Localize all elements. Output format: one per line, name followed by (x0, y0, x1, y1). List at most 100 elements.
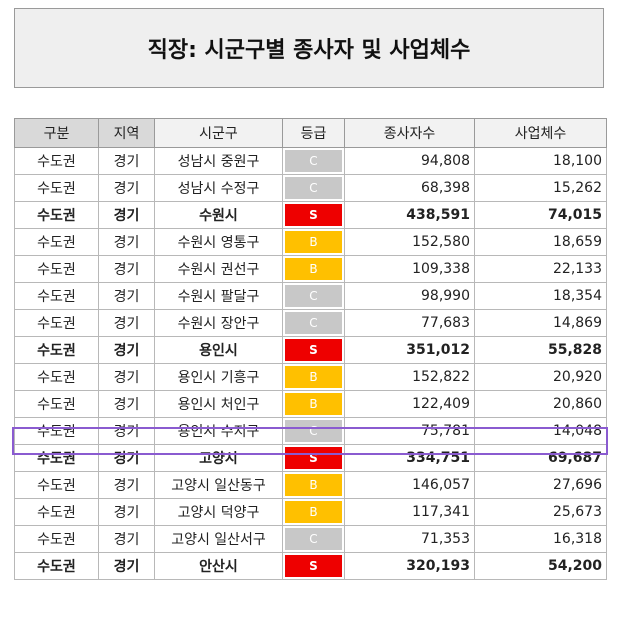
table-row[interactable]: 수도권 경기 수원시 장안구 C 77,683 14,869 (14, 309, 607, 337)
cell-workers[interactable]: 94,808 (344, 147, 475, 175)
cell-grade[interactable]: B (282, 471, 345, 499)
cell-workers[interactable]: 122,409 (344, 390, 475, 418)
cell-grade[interactable]: S (282, 552, 345, 580)
cell-area[interactable]: 경기 (98, 201, 155, 229)
cell-district[interactable]: 성남시 중원구 (154, 147, 283, 175)
header-area[interactable]: 지역 (98, 118, 155, 148)
cell-area[interactable]: 경기 (98, 309, 155, 337)
table-row[interactable]: 수도권 경기 고양시 일산서구 C 71,353 16,318 (14, 525, 607, 553)
cell-area[interactable]: 경기 (98, 363, 155, 391)
header-workers[interactable]: 종사자수 (344, 118, 475, 148)
cell-area[interactable]: 경기 (98, 417, 155, 445)
cell-workers[interactable]: 68,398 (344, 174, 475, 202)
cell-area[interactable]: 경기 (98, 498, 155, 526)
cell-grade[interactable]: S (282, 201, 345, 229)
cell-region[interactable]: 수도권 (14, 309, 99, 337)
cell-district[interactable]: 용인시 (154, 336, 283, 364)
cell-region[interactable]: 수도권 (14, 336, 99, 364)
header-grade[interactable]: 등급 (282, 118, 345, 148)
cell-region[interactable]: 수도권 (14, 525, 99, 553)
cell-region[interactable]: 수도권 (14, 498, 99, 526)
header-district[interactable]: 시군구 (154, 118, 283, 148)
cell-district[interactable]: 용인시 기흥구 (154, 363, 283, 391)
table-row[interactable]: 수도권 경기 고양시 S 334,751 69,687 (14, 444, 607, 472)
cell-district[interactable]: 수원시 팔달구 (154, 282, 283, 310)
cell-region[interactable]: 수도권 (14, 471, 99, 499)
cell-region[interactable]: 수도권 (14, 228, 99, 256)
cell-district[interactable]: 성남시 수정구 (154, 174, 283, 202)
cell-district[interactable]: 안산시 (154, 552, 283, 580)
cell-grade[interactable]: S (282, 336, 345, 364)
cell-businesses[interactable]: 16,318 (474, 525, 607, 553)
cell-businesses[interactable]: 14,869 (474, 309, 607, 337)
cell-workers[interactable]: 71,353 (344, 525, 475, 553)
table-row[interactable]: 수도권 경기 용인시 기흥구 B 152,822 20,920 (14, 363, 607, 391)
cell-area[interactable]: 경기 (98, 471, 155, 499)
table-row[interactable]: 수도권 경기 용인시 S 351,012 55,828 (14, 336, 607, 364)
cell-workers[interactable]: 146,057 (344, 471, 475, 499)
cell-businesses[interactable]: 54,200 (474, 552, 607, 580)
header-region[interactable]: 구분 (14, 118, 99, 148)
cell-district[interactable]: 수원시 장안구 (154, 309, 283, 337)
cell-workers[interactable]: 77,683 (344, 309, 475, 337)
cell-district[interactable]: 고양시 (154, 444, 283, 472)
table-row[interactable]: 수도권 경기 수원시 영통구 B 152,580 18,659 (14, 228, 607, 256)
cell-region[interactable]: 수도권 (14, 147, 99, 175)
cell-district[interactable]: 수원시 영통구 (154, 228, 283, 256)
cell-region[interactable]: 수도권 (14, 417, 99, 445)
cell-businesses[interactable]: 69,687 (474, 444, 607, 472)
cell-area[interactable]: 경기 (98, 552, 155, 580)
cell-grade[interactable]: S (282, 444, 345, 472)
cell-district[interactable]: 수원시 (154, 201, 283, 229)
cell-workers[interactable]: 152,580 (344, 228, 475, 256)
table-row[interactable]: 수도권 경기 수원시 S 438,591 74,015 (14, 201, 607, 229)
cell-area[interactable]: 경기 (98, 525, 155, 553)
cell-district[interactable]: 수원시 권선구 (154, 255, 283, 283)
cell-workers[interactable]: 438,591 (344, 201, 475, 229)
cell-region[interactable]: 수도권 (14, 255, 99, 283)
cell-workers[interactable]: 98,990 (344, 282, 475, 310)
cell-grade[interactable]: B (282, 228, 345, 256)
cell-grade[interactable]: C (282, 147, 345, 175)
cell-area[interactable]: 경기 (98, 228, 155, 256)
cell-area[interactable]: 경기 (98, 147, 155, 175)
cell-workers[interactable]: 320,193 (344, 552, 475, 580)
table-row[interactable]: 수도권 경기 고양시 일산동구 B 146,057 27,696 (14, 471, 607, 499)
cell-area[interactable]: 경기 (98, 174, 155, 202)
cell-workers[interactable]: 152,822 (344, 363, 475, 391)
cell-workers[interactable]: 109,338 (344, 255, 475, 283)
header-businesses[interactable]: 사업체수 (474, 118, 607, 148)
cell-region[interactable]: 수도권 (14, 390, 99, 418)
cell-grade[interactable]: C (282, 417, 345, 445)
cell-businesses[interactable]: 25,673 (474, 498, 607, 526)
cell-area[interactable]: 경기 (98, 255, 155, 283)
cell-grade[interactable]: C (282, 525, 345, 553)
table-row[interactable]: 수도권 경기 용인시 처인구 B 122,409 20,860 (14, 390, 607, 418)
cell-grade[interactable]: B (282, 363, 345, 391)
table-row[interactable]: 수도권 경기 수원시 팔달구 C 98,990 18,354 (14, 282, 607, 310)
cell-grade[interactable]: B (282, 498, 345, 526)
cell-grade[interactable]: C (282, 309, 345, 337)
cell-grade[interactable]: B (282, 255, 345, 283)
cell-district[interactable]: 고양시 덕양구 (154, 498, 283, 526)
cell-area[interactable]: 경기 (98, 336, 155, 364)
cell-grade[interactable]: B (282, 390, 345, 418)
cell-businesses[interactable]: 27,696 (474, 471, 607, 499)
cell-area[interactable]: 경기 (98, 390, 155, 418)
cell-businesses[interactable]: 20,920 (474, 363, 607, 391)
cell-region[interactable]: 수도권 (14, 552, 99, 580)
cell-businesses[interactable]: 15,262 (474, 174, 607, 202)
cell-workers[interactable]: 334,751 (344, 444, 475, 472)
table-row[interactable]: 수도권 경기 성남시 수정구 C 68,398 15,262 (14, 174, 607, 202)
cell-businesses[interactable]: 18,100 (474, 147, 607, 175)
table-row[interactable]: 수도권 경기 수원시 권선구 B 109,338 22,133 (14, 255, 607, 283)
cell-area[interactable]: 경기 (98, 282, 155, 310)
cell-workers[interactable]: 117,341 (344, 498, 475, 526)
cell-grade[interactable]: C (282, 174, 345, 202)
cell-district[interactable]: 고양시 일산서구 (154, 525, 283, 553)
cell-businesses[interactable]: 20,860 (474, 390, 607, 418)
cell-businesses[interactable]: 55,828 (474, 336, 607, 364)
cell-businesses[interactable]: 18,659 (474, 228, 607, 256)
cell-businesses[interactable]: 14,048 (474, 417, 607, 445)
cell-region[interactable]: 수도권 (14, 444, 99, 472)
